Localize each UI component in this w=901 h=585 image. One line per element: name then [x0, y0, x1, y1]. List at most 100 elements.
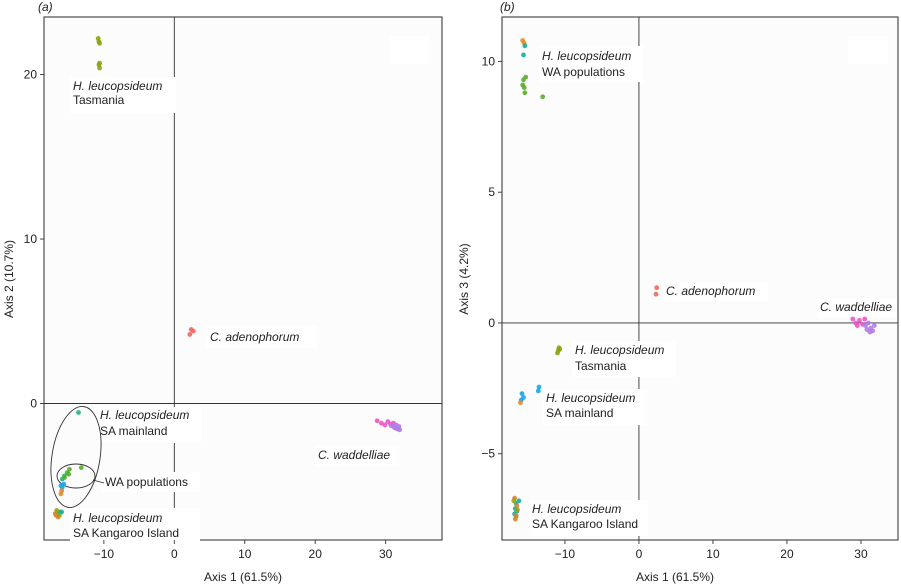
panel-a-annotation-tasmania-species: H. leucopsideum: [73, 79, 162, 93]
panel-a-annotation-kangaroo-species: H. leucopsideum: [73, 511, 162, 525]
panel-a-point-s9-2: [382, 422, 388, 428]
panel-a-point-s7-0: [54, 508, 60, 513]
panel-a-point-s10-5: [397, 427, 403, 433]
panel-a-point-s2-2: [78, 465, 84, 470]
panel-a-annotation-kangaroo-location: SA Kangaroo Island: [73, 526, 179, 540]
panel-b-point-s7-4: [535, 388, 541, 394]
panel-b-x-tick-label-3: 20: [780, 547, 794, 561]
panel-a-ticks: −10 0 10 20 30 0 10 20: [24, 68, 393, 561]
panel-b-point-s11-0: [511, 498, 517, 504]
panel-a-y-tick-label-2: 20: [24, 68, 38, 82]
panel-a-label-bg-tasmania: [70, 77, 176, 113]
panel-b-annotation-tasmania-species: H. leucopsideum: [575, 343, 664, 357]
panel-b-legend-placeholder: [848, 36, 888, 64]
panel-a-y-axis-label: Axis 2 (10.7%): [2, 240, 16, 318]
panel-a-annotation-samainland-location: SA mainland: [100, 424, 167, 438]
panel-b-point-s2-5: [540, 94, 546, 100]
panel-b-point-s5-4: [871, 323, 877, 328]
panel-b-point-s7-3: [536, 384, 542, 390]
panel-b-y-tick-label-1: 0: [488, 316, 495, 330]
panel-b-x-tick-label-4: 30: [854, 547, 868, 561]
panel-a-annotation-adenophorum: C. adenophorum: [210, 330, 299, 344]
panel-a-ellipse-wa: [56, 463, 96, 489]
panel-a-label-bg-waddelliae: [315, 446, 399, 466]
panel-a-ellipse-samainland: [50, 406, 102, 508]
panel-a-label-bg-kangaroo: [70, 508, 200, 544]
panel-a-point-s7-1: [57, 512, 62, 518]
panel-a-annotation-waddelliae: C. waddelliae: [318, 448, 390, 462]
panel-a-annotation-wa: WA populations: [105, 475, 188, 489]
panel-b-x-tick-label-1: 0: [636, 547, 643, 561]
panel-a-label-bg-wa: [102, 472, 200, 492]
panel-a-point-s2-4: [66, 471, 72, 477]
panel-a-point-s2-1: [67, 466, 72, 472]
panel-a-annotation-samainland-species: H. leucopsideum: [100, 408, 189, 422]
panel-b-label-bg-tasmania: [572, 341, 676, 377]
panel-b-point-s10-2: [512, 516, 518, 522]
panel-b-point-s9-5: [516, 498, 522, 504]
panel-a-x-tick-label-2: 10: [238, 547, 252, 561]
panel-a-x-tick-label-3: 20: [309, 547, 323, 561]
panel-a-point-s3-2: [58, 483, 64, 489]
panel-b-annotation-wa-location: WA populations: [542, 65, 625, 79]
panel-b-point-s3-1: [653, 291, 659, 297]
panel-b-y-tick-label-0: −5: [481, 447, 495, 461]
panel-b-point-s5-1: [866, 320, 871, 326]
panel-a-points: [52, 36, 403, 520]
panel-b-point-s6-2: [555, 350, 560, 356]
panel-a-y-tick-label-0: 0: [30, 396, 37, 410]
panel-b-y-tick-label-2: 5: [488, 185, 495, 199]
panel-a-x-axis-label: Axis 1 (61.5%): [204, 570, 282, 584]
panel-b-plot-area: [501, 16, 899, 541]
panel-b-point-s4-4: [862, 316, 868, 322]
panel-b-point-s4-2: [857, 317, 862, 323]
panel-a-x-tick-label-0: −10: [94, 547, 115, 561]
panel-b-point-s4-0: [850, 316, 856, 322]
panel-b-annotation-kangaroo-species: H. leucopsideum: [532, 502, 621, 516]
panel-b-point-s4-5: [854, 323, 860, 328]
panel-a-point-s4-1: [58, 491, 64, 497]
panel-a-x-tick-label-1: 0: [171, 547, 178, 561]
panel-b-label-bg-wa: [539, 46, 643, 82]
panel-a-label-bg-samainland: [97, 407, 201, 443]
panel-b-point-s11-1: [515, 507, 520, 513]
panel-b-point-s2-1: [521, 77, 526, 83]
panel-b-label: (b): [500, 0, 515, 14]
panel-b-x-axis-label: Axis 1 (61.5%): [636, 570, 714, 584]
panel-a-x-tick-label-4: 30: [379, 547, 393, 561]
panel-b-label-bg-kangaroo: [529, 500, 648, 536]
panel-b-annotation-waddelliae: C. waddelliae: [820, 300, 892, 314]
panel-b-point-s2-4: [522, 90, 528, 96]
panel-b-label-bg-samainland: [543, 389, 647, 425]
panel-b-annotation-adenophorum: C. adenophorum: [666, 284, 755, 298]
panel-a-annotation-tasmania-location: Tasmania: [73, 93, 125, 107]
panel-a-wa-leader-line: [92, 479, 105, 484]
panel-a-point-s10-6: [393, 425, 398, 431]
panel-b-ticks: −10 0 10 20 30 −5 0 5 10: [481, 54, 868, 561]
panel-b-point-s1-0: [522, 43, 528, 49]
panel-a: (a) H. leucopsideum Tasmania C. adenopho…: [2, 0, 443, 584]
panel-b-point-s3-0: [654, 285, 660, 291]
panel-b-annotation-wa-species: H. leucopsideum: [542, 49, 631, 63]
panel-a-point-s0-2: [97, 40, 102, 46]
panel-b-label-bg-adenophorum: [663, 281, 768, 301]
panel-b-x-tick-label-0: −10: [555, 547, 576, 561]
panel-b-x-tick-label-2: 10: [706, 547, 720, 561]
panel-b-point-s10-1: [514, 503, 520, 509]
panel-a-point-s1-0: [76, 410, 81, 415]
panel-b-annotation-samainland-location: SA mainland: [546, 406, 613, 420]
panel-a-point-s8-2: [187, 332, 193, 337]
panel-b-point-s1-1: [521, 52, 526, 58]
panel-a-point-s8-1: [190, 328, 196, 334]
panel-b-point-s2-3: [520, 82, 526, 88]
panel-b-annotation-tasmania-location: Tasmania: [575, 359, 627, 373]
panel-a-point-s2-3: [62, 475, 67, 480]
panel-a-point-s0-5: [97, 65, 102, 71]
panel-b-points: [511, 38, 877, 522]
panel-a-label-bg-adenophorum: [206, 326, 318, 348]
panel-b-annotation-kangaroo-location: SA Kangaroo Island: [532, 517, 638, 531]
panel-a-point-s9-0: [374, 418, 380, 424]
panel-b-point-s6-3: [557, 346, 563, 352]
panel-b-label-bg-waddelliae: [817, 298, 897, 318]
